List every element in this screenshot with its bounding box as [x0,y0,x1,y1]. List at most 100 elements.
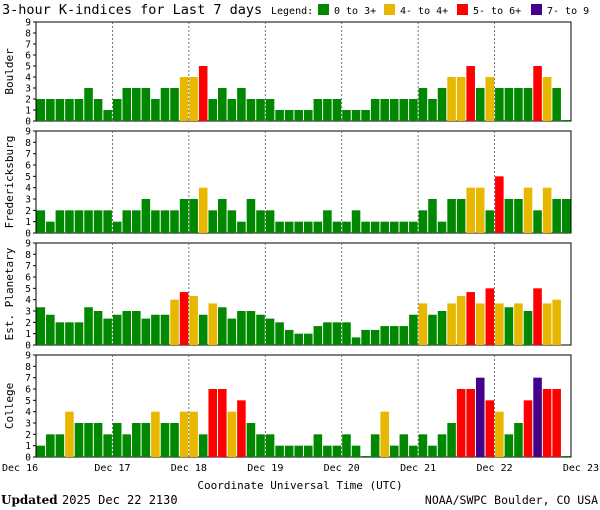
kp-bar [132,423,141,457]
y-tick-label: 0 [25,453,31,464]
kp-bar [65,99,74,121]
bars [36,377,571,457]
kp-bar [418,210,428,233]
y-tick-label: 1 [25,106,31,117]
kp-bar [218,88,227,121]
y-tick-label: 6 [25,273,31,284]
plot-frame [35,242,572,346]
kp-bar [189,77,198,121]
kp-bar [36,307,46,345]
legend-label: Legend: [271,6,313,17]
kp-bar [294,445,303,457]
kp-bar [409,314,418,345]
y-tick-label: 5 [25,396,31,407]
y-tick-label: 9 [25,239,31,250]
y-tick-label: 9 [25,18,31,29]
kp-bar [237,221,246,233]
kp-bar [495,303,504,345]
y-tick-label: 6 [25,51,31,62]
kp-bar [151,210,160,233]
kp-bar [237,400,246,457]
legend-swatch-1 [318,4,329,15]
credit: NOAA/SWPC Boulder, CO USA [425,493,598,507]
kp-bar [332,99,342,121]
kp-bar [103,434,112,457]
x-axis-labels: Dec 16 Dec 17 Dec 18 Dec 19 Dec 20 Dec 21 Dec … [2,463,599,474]
y-tick-label: 8 [25,362,31,373]
kp-bar [227,210,237,233]
y-tick-label: 5 [25,172,31,183]
y-tick-label: 6 [25,385,31,396]
kp-bar [504,199,514,233]
x-tick-label: Dec 18 [171,463,207,474]
kp-bar [485,77,495,121]
kp-bar [313,99,323,121]
kp-bar [122,88,132,121]
kp-bar [370,434,380,457]
kp-bar [552,199,561,233]
kp-bar [170,299,179,345]
y-tick-label: 2 [25,430,31,441]
kp-bar [552,88,561,121]
kp-bar [418,434,428,457]
x-tick-label: Dec 16 [2,463,38,474]
kp-bar [294,221,303,233]
kp-bar [151,314,160,345]
kp-bar [122,434,132,457]
kp-bar [284,329,294,345]
kp-bar [370,99,380,121]
legend-item-label-3: 5- to 6+ [473,6,521,17]
kp-bar [275,221,284,233]
kp-bar [256,434,265,457]
kp-bar [495,176,504,233]
kp-bar [84,423,93,457]
kp-bar [370,329,380,345]
kp-bar [542,389,552,457]
updated-label: Updated [1,493,58,507]
kp-bar [284,445,294,457]
y-tick-label: 3 [25,84,31,95]
kp-bar [351,445,361,457]
kp-bar [189,295,198,345]
plot-frame [35,130,572,234]
kp-bar [504,307,514,345]
kp-bar [151,99,160,121]
y-tick-label: 7 [25,261,31,272]
kp-bar [342,221,351,233]
y-tick-label: 8 [25,29,31,40]
kp-bar [399,99,409,121]
y-tick-label: 0 [25,229,31,240]
kp-bar [218,199,227,233]
kp-bar [93,423,103,457]
kp-bar [256,210,265,233]
kp-bar [456,199,466,233]
kp-bar [389,326,399,345]
panels: 0123456789Boulder0123456789Fredericksbur… [3,18,572,464]
kp-bar [475,377,485,457]
kp-bar [160,314,170,345]
kp-bar [189,411,198,457]
legend-swatch-4 [531,4,542,15]
kp-bar [65,322,74,345]
bars [36,66,571,121]
kp-bar [504,434,514,457]
kp-bar [447,77,456,121]
kp-bar [351,210,361,233]
kp-bar [218,307,227,345]
legend-swatch-3 [457,4,468,15]
y-tick-label: 1 [25,441,31,452]
kp-bar [418,303,428,345]
kp-bar [198,66,208,121]
kp-bar [275,110,284,121]
kp-bar [74,423,84,457]
bars [36,176,571,233]
kp-bar [198,434,208,457]
kp-bar [294,333,303,345]
y-tick-label: 3 [25,307,31,318]
kp-bar [103,210,112,233]
kp-bar [237,88,246,121]
kp-bar [304,221,313,233]
